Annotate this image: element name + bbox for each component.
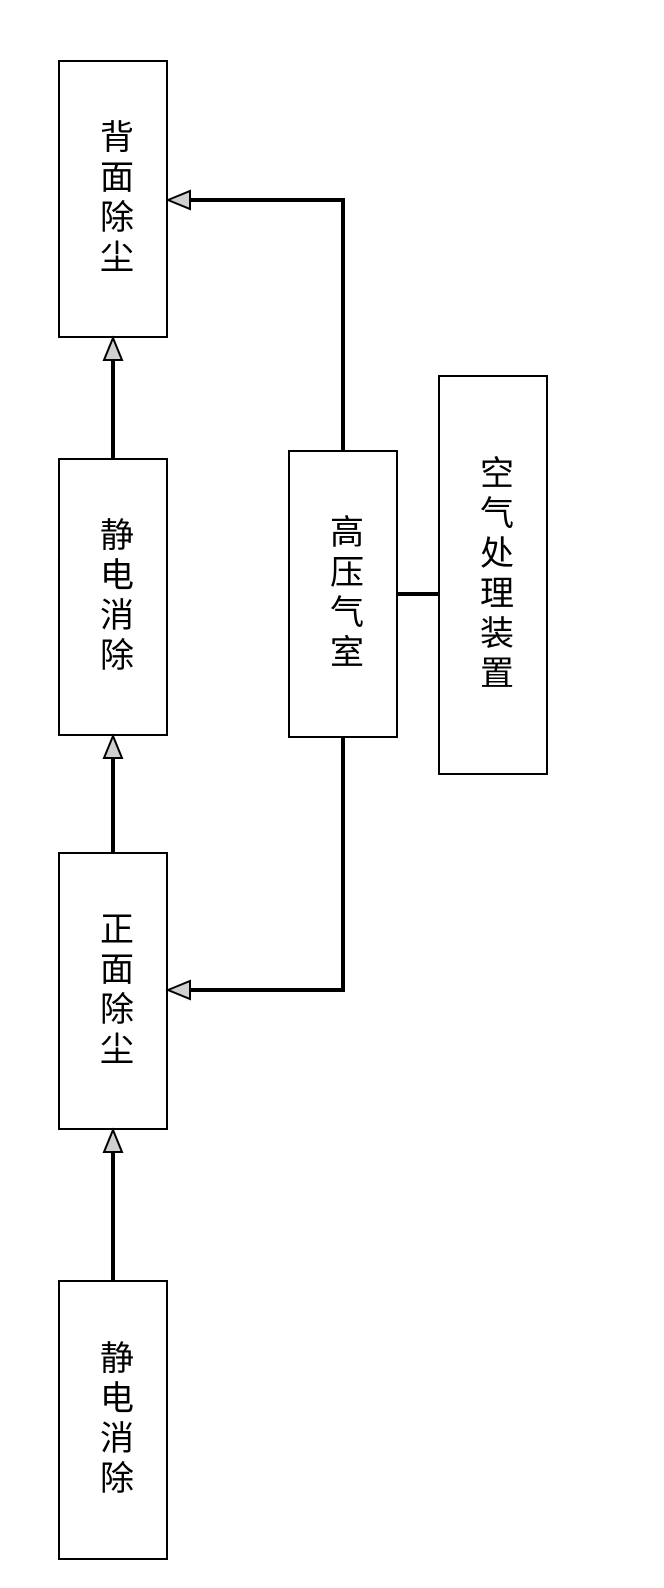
edge-arrowhead (168, 981, 190, 999)
flowchart-edges (0, 0, 664, 1588)
edge-arrowhead (104, 338, 122, 360)
edge-arrowhead (168, 191, 190, 209)
edge-line (179, 200, 343, 450)
edge-arrowhead (104, 1130, 122, 1152)
edge-line (179, 738, 343, 990)
edge-arrowhead (104, 736, 122, 758)
